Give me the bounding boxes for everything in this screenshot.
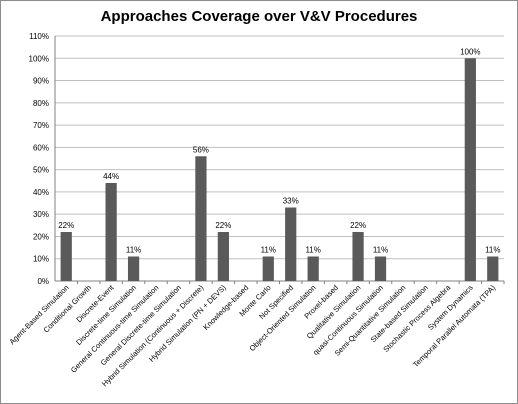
y-tick-label: 90% [33, 77, 49, 86]
bar [374, 256, 387, 281]
bar [464, 58, 476, 281]
bar [105, 183, 117, 281]
bar [217, 232, 229, 281]
data-label: 11% [305, 246, 320, 255]
y-tick-label: 60% [33, 143, 49, 152]
data-label: 100% [460, 47, 480, 56]
data-label: 11% [373, 246, 388, 255]
data-label: 22% [350, 221, 366, 230]
data-label: 56% [193, 145, 209, 154]
y-tick-label: 30% [33, 210, 49, 219]
bar [352, 232, 364, 281]
data-label: 44% [103, 172, 119, 181]
bar [127, 256, 140, 281]
y-tick-label: 110% [29, 32, 49, 41]
data-label: 11% [126, 246, 141, 255]
x-tick-label: Temporal Parallel Automata (TPA) [411, 283, 497, 369]
y-tick-label: 80% [33, 99, 49, 108]
chart-title: Approaches Coverage over V&V Procedures [100, 8, 418, 25]
data-label: 33% [283, 197, 299, 206]
bar [307, 256, 319, 281]
data-label: 11% [485, 246, 500, 255]
data-label: 22% [58, 221, 74, 230]
data-label: 11% [261, 246, 276, 255]
bar [285, 207, 297, 281]
bar [262, 256, 274, 281]
data-label: 22% [215, 221, 231, 230]
y-tick-label: 100% [29, 54, 49, 63]
bar [60, 232, 72, 281]
y-tick-label: 70% [33, 121, 49, 130]
bar [487, 256, 499, 281]
y-tick-label: 50% [33, 166, 49, 175]
y-tick-label: 10% [33, 255, 49, 264]
y-tick-label: 0% [37, 277, 49, 286]
y-tick-label: 40% [33, 188, 49, 197]
bar [195, 156, 207, 281]
y-tick-label: 20% [33, 232, 49, 241]
